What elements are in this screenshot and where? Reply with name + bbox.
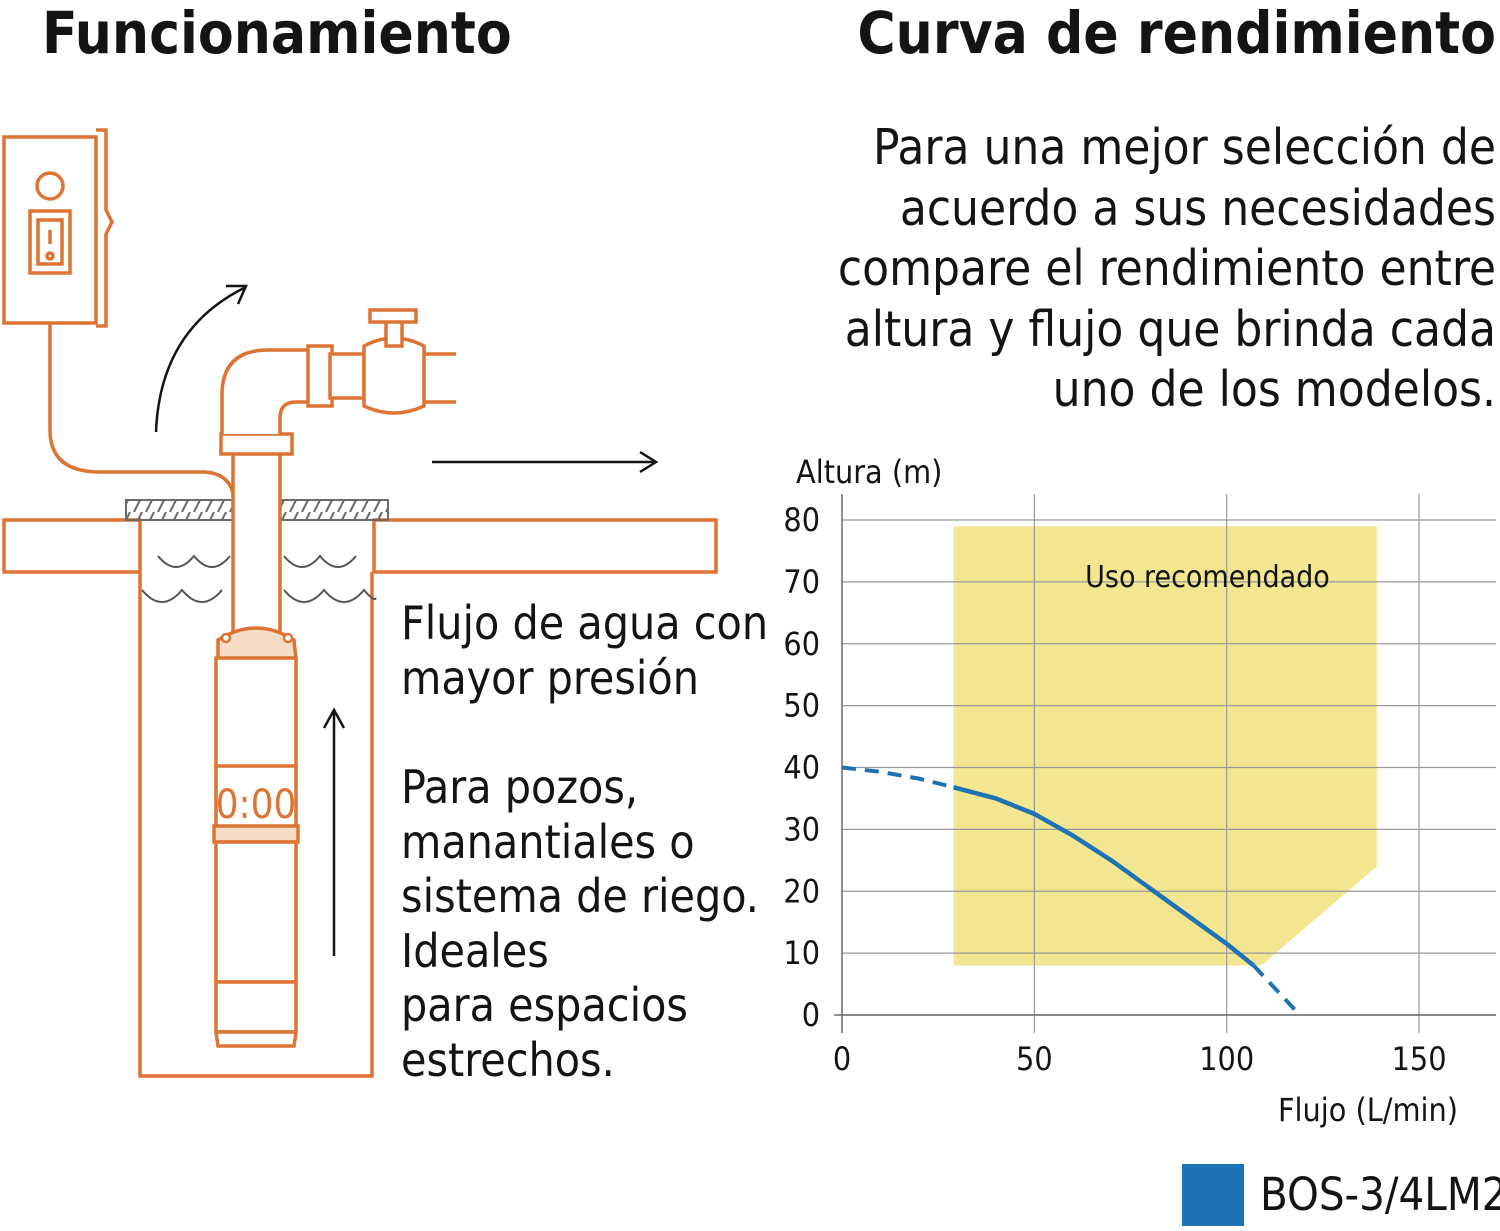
uses-description: Para pozos, manantiales o sistema de rie… (401, 760, 759, 1087)
pump-top (216, 626, 298, 662)
x-tick-label: 0 (833, 1040, 851, 1078)
uses-line: para espacios (401, 978, 688, 1032)
intro-line: altura y flujo que brinda cada (844, 300, 1496, 358)
legend-label: BOS-3/4LM2 (1260, 1168, 1500, 1221)
ground-left (2, 518, 142, 574)
recommended-zone (953, 526, 1377, 966)
power-switch-icon (28, 209, 72, 275)
uses-line: sistema de riego. (401, 869, 759, 923)
pump-body (214, 656, 298, 770)
y-tick-label: 40 (783, 749, 820, 787)
series-line-dashed-start (841, 765, 955, 790)
intro-line: acuerdo a sus necesidades (899, 179, 1496, 237)
y-tick-label: 0 (802, 996, 820, 1034)
x-axis-label: Flujo (L/min) (1278, 1091, 1458, 1129)
intro-line: Para una mejor selección de (872, 119, 1496, 176)
y-tick-label: 60 (783, 625, 820, 663)
zone-label: Uso recomendado (1085, 560, 1330, 595)
riser-pipe (231, 450, 282, 634)
legend: BOS-3/4LM2 (1182, 1164, 1500, 1226)
power-cable (48, 323, 236, 501)
uses-line: Para pozos, (401, 760, 639, 814)
indicator-light-icon (35, 171, 65, 201)
left-title: Funcionamiento (42, 0, 512, 67)
y-tick-label: 20 (783, 872, 820, 910)
series-line-solid (952, 785, 1256, 968)
pump-clock-display: 0:00 (216, 782, 297, 828)
intro-line: uno de los modelos. (1052, 361, 1496, 418)
arrow-up-curve-icon (154, 286, 245, 433)
legend-swatch (1182, 1164, 1244, 1226)
x-tick-label: 150 (1392, 1040, 1447, 1078)
performance-chart: 0 10 20 30 40 50 60 70 80 0 50 100 150 Altura (m) Fluj… (783, 453, 1496, 1129)
valve (362, 336, 426, 415)
uses-line: manantiales o (401, 814, 695, 869)
y-tick-label: 70 (783, 563, 820, 601)
series-line-dashed-end (1252, 964, 1302, 1017)
uses-line: estrechos. (401, 1032, 615, 1087)
flow-line: Flujo de agua con (401, 596, 769, 650)
pipe-elbow (220, 348, 314, 434)
right-title: Curva de rendimiento (857, 0, 1496, 67)
uses-line: Ideales (401, 923, 549, 978)
y-tick-label: 50 (783, 687, 820, 725)
y-axis-label: Altura (m) (796, 453, 942, 491)
y-tick-label: 80 (783, 501, 820, 539)
x-tick-label: 50 (1016, 1040, 1053, 1078)
y-tick-label: 30 (783, 810, 820, 848)
intro-text: Para una mejor selección de acuerdo a su… (796, 118, 1496, 421)
control-box-side (96, 128, 114, 328)
x-tick-label: 100 (1199, 1040, 1254, 1078)
outlet-pipe (424, 352, 456, 404)
well-shaft (138, 572, 374, 1078)
pump-illustration: 0:00 (2, 128, 718, 1078)
intro-line: compare el rendimiento entre (837, 240, 1496, 297)
ground-right (372, 518, 718, 574)
y-tick-label: 10 (783, 934, 820, 972)
flow-description: Flujo de agua con mayor presión (401, 596, 768, 705)
flow-line: mayor presión (401, 650, 699, 705)
water-wave (157, 554, 231, 568)
